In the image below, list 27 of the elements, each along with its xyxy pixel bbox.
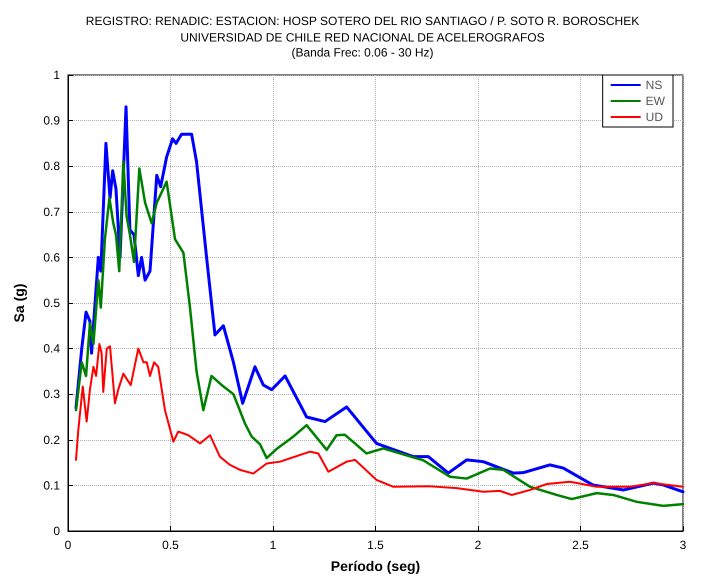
legend-label: UD — [646, 110, 664, 124]
y-axis-title: Sa (g) — [11, 284, 27, 322]
y-tick-label: 0.9 — [43, 114, 60, 128]
chart-subtitle: UNIVERSIDAD DE CHILE RED NACIONAL DE ACELEROGRAFOS (Banda Frec: 0.06 - 30 Hz) — [180, 30, 545, 60]
x-tick-label: 1 — [270, 538, 277, 552]
x-tick-label: 2.5 — [572, 538, 590, 552]
chart-title: REGISTRO: RENADIC: ESTACION: HOSP SOTERO DEL RIO SANTIAGO / P. SOTO R. BOROSCHEK — [86, 14, 640, 28]
y-tick-label: 0 — [53, 524, 60, 538]
y-tick-label: 1 — [53, 68, 60, 82]
x-tick-label: 1.5 — [367, 538, 384, 552]
y-tick-label: 0.3 — [43, 387, 60, 402]
x-tick-label: 0.5 — [162, 538, 180, 552]
x-tick-label: 3 — [680, 538, 687, 552]
y-tick-label: 0.2 — [43, 432, 60, 447]
y-tick-label: 0.1 — [43, 478, 60, 492]
y-tick-label: 0.6 — [43, 250, 60, 264]
x-axis-title: Período (seg) — [330, 558, 420, 574]
line-series — [74, 343, 684, 496]
line-series — [74, 160, 684, 508]
legend-label: NS — [646, 78, 662, 92]
x-tick-label: 0 — [64, 538, 72, 552]
x-tick-label: 2 — [474, 538, 482, 552]
y-tick-label: 0.7 — [43, 204, 60, 219]
legend-label: EW — [646, 94, 666, 108]
y-tick-label: 0.4 — [43, 342, 60, 356]
y-tick-label: 0.8 — [43, 159, 60, 174]
y-tick-label: 0.5 — [43, 296, 60, 310]
